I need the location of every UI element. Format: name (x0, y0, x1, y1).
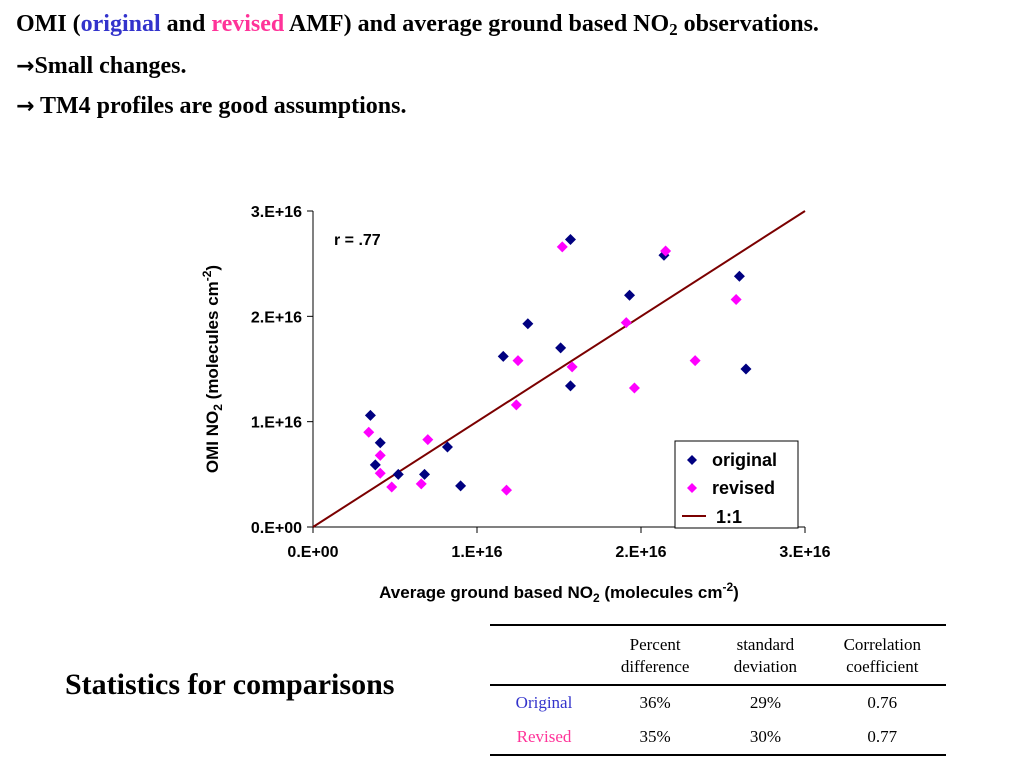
original-point (564, 380, 576, 392)
stats-cell: 30% (712, 720, 819, 756)
stats-header-row: Percent difference standard deviation Correl… (490, 624, 946, 686)
stats-col-header: Correlation coefficient (818, 624, 946, 686)
original-point (733, 270, 745, 282)
original-point (392, 468, 404, 480)
stats-cell: 35% (598, 720, 713, 756)
y-tick-label: 0.E+00 (251, 520, 302, 537)
headline-original-word: original (80, 11, 161, 37)
original-point (624, 289, 636, 301)
x-tick-label: 3.E+16 (779, 544, 830, 561)
revised-point (566, 361, 578, 373)
arrow-icon: → (16, 54, 35, 79)
stats-row: Original 36% 29% 0.76 (490, 685, 946, 720)
headline-text: TM4 profiles are good assumptions. (34, 93, 407, 119)
original-point (419, 468, 431, 480)
revised-point (689, 355, 701, 367)
legend-revised-marker (687, 483, 697, 493)
legend-box (674, 440, 799, 529)
revised-point (374, 467, 386, 479)
headline-text: AMF) and average ground based NO (284, 11, 670, 37)
revised-point (363, 426, 375, 438)
revised-point (422, 434, 434, 446)
revised-point (501, 484, 513, 496)
revised-point (620, 317, 632, 329)
headline-subscript: 2 (669, 20, 678, 39)
headline-line-1: OMI (original and revised AMF) and avera… (16, 10, 819, 38)
stats-col-header: standard deviation (712, 624, 819, 686)
headline-text: OMI ( (16, 11, 81, 37)
original-point (740, 363, 752, 375)
headline-text: Small changes. (34, 53, 187, 79)
y-tick-label: 2.E+16 (251, 309, 302, 326)
stats-cell: 29% (749, 693, 781, 712)
original-point (564, 233, 576, 245)
correlation-annotation: r = .77 (334, 232, 381, 249)
legend-revised-label: revised (712, 478, 775, 498)
stats-cell: 0.77 (818, 720, 946, 756)
revised-point (510, 399, 522, 411)
stats-table: Percent difference standard deviation Correl… (490, 624, 946, 756)
revised-point (730, 293, 742, 305)
stats-body: Original 36% 29% 0.76 Revised 35% 30% 0.77 (490, 685, 946, 756)
revised-point (512, 355, 524, 367)
stats-title: Statistics for comparisons (65, 668, 395, 701)
original-point (441, 441, 453, 453)
x-tick-label: 0.E+00 (287, 544, 338, 561)
original-point (522, 318, 534, 330)
original-point (555, 342, 567, 354)
x-axis-label: Average ground based NO2 (molecules cm-2… (379, 580, 739, 605)
original-point (455, 480, 467, 492)
y-axis-label: OMI NO2 (molecules cm-2) (200, 265, 225, 473)
stats-row-label: Revised (490, 720, 598, 756)
headline-line-2: →Small changes. (16, 52, 186, 81)
y-tick-label: 3.E+16 (251, 204, 302, 221)
original-point (369, 459, 381, 471)
revised-point (415, 478, 427, 490)
y-tick-label: 1.E+16 (251, 415, 302, 432)
stats-row: Revised 35% 30% 0.77 (490, 720, 946, 756)
original-point (374, 437, 386, 449)
headline-text: observations. (677, 11, 819, 37)
revised-point (386, 481, 398, 493)
headline-line-3: → TM4 profiles are good assumptions. (16, 92, 406, 121)
original-point (364, 409, 376, 421)
revised-point (628, 382, 640, 394)
revised-point (660, 245, 672, 257)
legend-ref-label: 1:1 (716, 507, 742, 527)
legend-original-label: original (712, 450, 777, 470)
legend-original-marker (687, 455, 697, 465)
headline-text: and (160, 11, 212, 37)
stats-cell: 0.76 (867, 693, 898, 712)
revised-point (556, 241, 568, 253)
stats-cell: 36% (639, 693, 671, 712)
stats-row-label: Original (515, 693, 573, 712)
x-tick-label: 1.E+16 (451, 544, 502, 561)
revised-point (374, 449, 386, 461)
original-point (497, 350, 509, 362)
x-tick-label: 2.E+16 (615, 544, 666, 561)
stats-col-header (490, 624, 598, 686)
stats-col-header: Percent difference (598, 624, 713, 686)
headline-revised-word: revised (211, 11, 285, 37)
arrow-icon: → (16, 94, 35, 119)
